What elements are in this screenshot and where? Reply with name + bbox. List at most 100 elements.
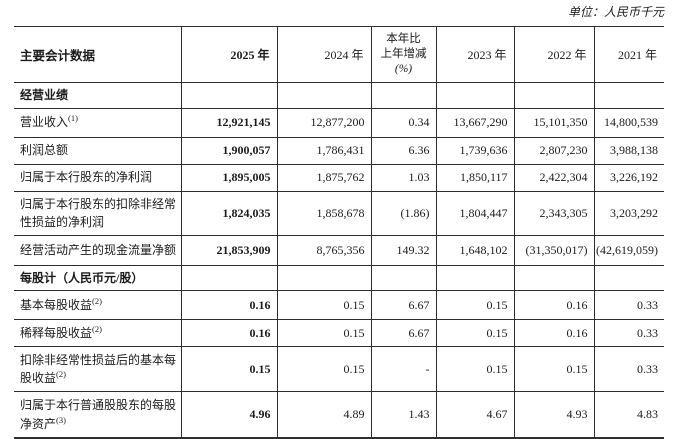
value-2023: 13,667,290 — [435, 108, 514, 138]
value-2023: 0.15 — [435, 319, 514, 348]
value-change: 149.32 — [370, 235, 436, 266]
value-2025: 21,853,909 — [180, 235, 277, 266]
value-2021 — [593, 265, 664, 292]
header-main-label: 主要会计数据 — [14, 26, 181, 83]
value-2024: 0.15 — [276, 290, 371, 321]
value-2025: 1,900,057 — [180, 137, 277, 165]
value-2024 — [276, 82, 371, 109]
data-row: 扣除非经常性损益后的基本每股收益(2) 0.15 0.15-0.15 0.15 0.33 — [14, 346, 664, 393]
footnote-ref: (2) — [92, 296, 102, 307]
value-2022 — [513, 82, 594, 109]
data-row: 归属于本行普通股股东的每股净资产(3) 4.96 4.89 1.43 4.67 4.93 4… — [14, 391, 664, 439]
value-2022: 0.16 — [513, 319, 594, 348]
row-label: 基本每股收益(2) — [14, 290, 181, 321]
row-label: 利润总额 — [14, 137, 181, 165]
data-row: 归属于本行股东的扣除非经常性损益的净利润 1,824,035 1,858,678 (1… — [14, 191, 664, 236]
value-2021: 4.83 — [593, 391, 664, 439]
value-2021: 0.33 — [593, 346, 664, 393]
header-yoy-change-line2: 上年增减 — [380, 48, 427, 61]
row-label-text: 经营活动产生的现金流量净额 — [20, 242, 177, 257]
value-change: 6.67 — [370, 319, 436, 348]
value-change: 1.43 — [370, 391, 436, 439]
header-yoy-change: 本年比 上年增减 (%) — [370, 26, 436, 83]
header-year-2023: 2023 年 — [435, 26, 514, 83]
header-year-2025: 2025 年 — [180, 26, 277, 83]
header-yoy-change-line1: 本年比 — [386, 33, 421, 46]
value-2023 — [435, 82, 514, 109]
value-2023 — [435, 265, 514, 292]
value-2021: 3,988,138 — [593, 137, 664, 165]
value-2022: 0.15 — [513, 346, 594, 393]
value-2021: 3,203,292 — [593, 191, 664, 236]
unit-note: 单位：人民币千元 — [567, 5, 664, 19]
value-2022: 2,807,230 — [513, 137, 594, 165]
row-label-text: 基本每股收益 — [20, 298, 93, 313]
value-2022: 4.93 — [513, 391, 594, 439]
data-row: 基本每股收益(2) 0.16 0.15 6.67 0.15 0.16 0.33 — [14, 290, 664, 321]
value-2024: 8,765,356 — [276, 235, 371, 266]
data-row: 经营活动产生的现金流量净额 21,853,909 8,765,356 149.32 1,… — [14, 235, 664, 266]
row-label-text: 营业收入 — [20, 115, 69, 130]
value-2025: 0.16 — [180, 319, 277, 348]
row-label: 经营业绩 — [14, 82, 181, 109]
value-2025: 12,921,145 — [180, 108, 277, 138]
row-label-text: 经营业绩 — [20, 88, 69, 102]
value-2023: 1,850,117 — [435, 164, 514, 192]
value-2022: 2,422,304 — [513, 164, 594, 192]
value-change — [370, 265, 436, 292]
value-2025: 4.96 — [180, 391, 277, 439]
footnote-ref: (2) — [92, 324, 102, 335]
data-row: 归属于本行股东的净利润 1,895,005 1,875,762 1.03 1,850,1… — [14, 164, 664, 192]
row-label-text: 归属于本行股东的扣除非经常性损益的净利润 — [20, 196, 177, 230]
value-2023: 1,648,102 — [435, 235, 514, 266]
table-body: 经营业绩营业收入(1) 12,921,145 12,877,200 0.34 13,66… — [14, 82, 664, 439]
value-change: (1.86) — [370, 191, 436, 236]
value-2025: 1,895,005 — [180, 164, 277, 192]
value-2021: 3,226,192 — [593, 164, 664, 192]
value-change: - — [370, 346, 436, 393]
value-2022 — [513, 265, 594, 292]
value-change — [370, 82, 436, 109]
header-year-2024: 2024 年 — [276, 26, 371, 83]
value-2021: 0.33 — [593, 319, 664, 348]
value-change: 6.36 — [370, 137, 436, 165]
row-label: 归属于本行普通股股东的每股净资产(3) — [14, 391, 181, 439]
footnote-ref: (3) — [56, 414, 66, 425]
value-2023: 1,739,636 — [435, 137, 514, 165]
value-2024: 1,875,762 — [276, 164, 371, 192]
value-2024: 0.15 — [276, 319, 371, 348]
data-row: 稀释每股收益(2) 0.16 0.15 6.67 0.15 0.16 0.33 — [14, 319, 664, 348]
row-label: 营业收入(1) — [14, 108, 181, 138]
value-2021: 0.33 — [593, 290, 664, 321]
value-2023: 1,804,447 — [435, 191, 514, 236]
data-row: 营业收入(1) 12,921,145 12,877,200 0.34 13,667,29… — [14, 108, 664, 138]
row-label-text: 归属于本行股东的净利润 — [20, 170, 153, 185]
row-label-text: 利润总额 — [20, 143, 69, 158]
table-header-row: 主要会计数据 2025 年 2024 年 本年比 上年增减 (%) 2023 年… — [14, 26, 664, 83]
row-label-text: 归属于本行普通股股东的每股净资产 — [20, 398, 177, 431]
value-2024: 1,786,431 — [276, 137, 371, 165]
value-2023: 0.15 — [435, 346, 514, 393]
value-2021 — [593, 82, 664, 109]
header-yoy-change-unit: (%) — [394, 62, 413, 75]
key-accounting-data-table: 主要会计数据 2025 年 2024 年 本年比 上年增减 (%) 2023 年… — [14, 26, 664, 439]
row-label: 经营活动产生的现金流量净额 — [14, 235, 181, 266]
value-2022: (31,350,017) — [513, 235, 594, 266]
row-label: 每股计（人民币元/股） — [14, 265, 181, 292]
value-2023: 4.67 — [435, 391, 514, 439]
row-label: 归属于本行股东的扣除非经常性损益的净利润 — [14, 191, 181, 236]
value-2024 — [276, 265, 371, 292]
value-2022: 0.16 — [513, 290, 594, 321]
value-2021: 14,800,539 — [593, 108, 664, 138]
value-2024: 1,858,678 — [276, 191, 371, 236]
row-label: 扣除非经常性损益后的基本每股收益(2) — [14, 346, 181, 393]
row-label: 稀释每股收益(2) — [14, 319, 181, 348]
value-2022: 2,343,305 — [513, 191, 594, 236]
value-2025 — [180, 82, 277, 109]
row-label: 归属于本行股东的净利润 — [14, 164, 181, 192]
value-2023: 0.15 — [435, 290, 514, 321]
value-2025: 0.15 — [180, 346, 277, 393]
value-change: 0.34 — [370, 108, 436, 138]
value-2025: 0.16 — [180, 290, 277, 321]
value-2024: 4.89 — [276, 391, 371, 439]
